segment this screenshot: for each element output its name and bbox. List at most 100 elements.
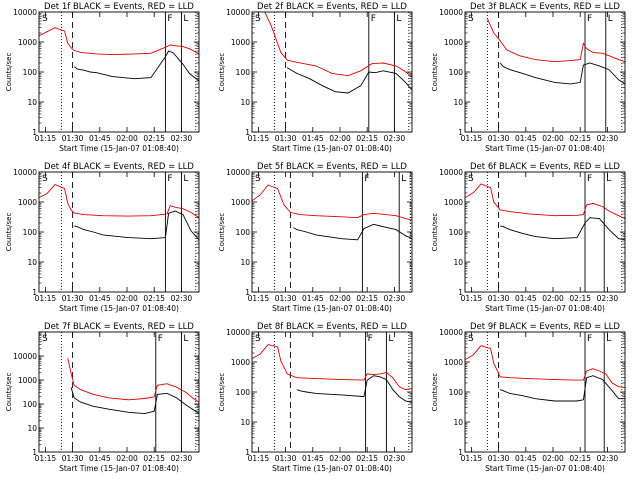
y-tick-label: 1000 [18,198,37,207]
x-axis-label: Start Time (15-Jan-07 01:08:40) [59,464,179,473]
y-axis-label: Counts/sec [431,53,439,92]
x-tick-label: 01:45 [89,134,111,143]
plot-frame [464,331,626,453]
y-tick-label: 10 [27,258,37,267]
y-tick-label: 10000 [439,8,463,17]
y-axis-label: Counts/sec [431,373,439,412]
y-tick-label: 1000 [444,38,463,47]
y-axis-label: Counts/sec [431,213,439,252]
x-tick-label: 02:00 [329,294,351,303]
x-tick-label: 02:30 [384,134,406,143]
y-tick-label: 10000 [439,168,463,177]
y-tick-label: 10000 [226,328,250,337]
plot-title: Det 1f BLACK = Events, RED = LLD [44,2,194,12]
segment-label-f: F [158,334,163,344]
plot-frame [251,11,413,133]
x-tick-label: 02:15 [356,454,378,463]
y-tick-label: 10000 [13,168,37,177]
x-tick-label: 01:15 [461,454,483,463]
lld-series-line [264,12,412,77]
y-tick-label: 100 [449,388,464,397]
y-tick-label: 1000 [18,38,37,47]
segment-label-f: F [368,334,373,344]
y-tick-label: 1000 [444,198,463,207]
x-tick-label: 02:30 [597,134,619,143]
x-tick-label: 02:30 [384,454,406,463]
y-axis-label: Counts/sec [5,213,13,252]
lld-series-line [39,184,199,219]
x-tick-label: 02:00 [116,294,138,303]
y-tick-label: 10000 [439,328,463,337]
plot-title: Det 5f BLACK = Events, RED = LLD [257,162,407,172]
x-tick-label: 02:30 [171,134,193,143]
x-axis-label: Start Time (15-Jan-07 01:08:40) [272,464,392,473]
events-series-line [286,67,412,94]
x-tick-label: 02:00 [329,454,351,463]
segment-label-l: L [606,334,611,344]
plot-frame [251,171,413,293]
plot-title: Det 2f BLACK = Events, RED = LLD [257,2,407,12]
x-tick-label: 02:00 [542,294,564,303]
y-axis-label: Counts/sec [5,373,13,412]
y-tick-label: 100 [23,228,38,237]
lld-series-line [486,18,625,63]
segment-label-f: F [371,14,376,24]
x-tick-label: 01:15 [35,294,57,303]
x-tick-label: 01:15 [461,134,483,143]
plot-frame [38,171,200,293]
x-tick-label: 01:30 [488,134,510,143]
x-tick-label: 02:00 [116,454,138,463]
y-tick-label: 10 [240,418,250,427]
plot-title: Det 6f BLACK = Events, RED = LLD [470,162,620,172]
x-tick-label: 01:15 [35,134,57,143]
segment-label-l: L [401,174,406,184]
x-tick-label: 02:15 [569,294,591,303]
plot-frame [38,331,200,453]
events-series-line [73,50,199,82]
events-series-line [499,62,625,85]
segment-label-s: S [42,14,48,24]
x-tick-label: 01:45 [515,454,537,463]
events-series-line [70,387,199,415]
lld-series-line [465,183,625,220]
y-tick-label: 100 [236,68,251,77]
events-series-line [293,223,412,241]
plot-frame [251,331,413,453]
x-tick-label: 02:15 [569,454,591,463]
y-tick-label: 10 [240,258,250,267]
y-tick-label: 10000 [226,8,250,17]
y-tick-label: 10 [27,424,37,433]
segment-label-s: S [255,14,261,24]
segment-label-s: S [468,174,474,184]
segment-label-f: F [167,14,172,24]
plot-frame [464,171,626,293]
segment-label-f: F [364,174,369,184]
plot-title: Det 9f BLACK = Events, RED = LLD [470,322,620,332]
segment-label-l: L [183,14,188,24]
x-tick-label: 01:30 [275,134,297,143]
segment-label-l: L [183,174,188,184]
x-axis-label: Start Time (15-Jan-07 01:08:40) [485,144,605,153]
lld-series-line [252,344,412,391]
x-tick-label: 01:45 [515,294,537,303]
x-tick-label: 02:00 [542,454,564,463]
segment-label-l: L [608,14,613,24]
x-tick-label: 02:15 [356,134,378,143]
x-tick-label: 01:15 [35,454,57,463]
detector-plot-3: Det 3f BLACK = Events, RED = LLD 1 10 100 10… [431,2,626,153]
plot-frame [464,11,626,133]
x-tick-label: 01:30 [488,294,510,303]
y-tick-label: 1 [32,128,37,137]
y-axis-label: Counts/sec [218,213,226,252]
y-tick-label: 100 [236,388,251,397]
y-axis-label: Counts/sec [218,53,226,92]
x-tick-label: 02:30 [171,454,193,463]
y-tick-label: 1 [458,288,463,297]
y-tick-label: 1 [245,128,250,137]
segment-label-f: F [587,334,592,344]
y-tick-label: 10000 [226,168,250,177]
x-tick-label: 02:00 [329,134,351,143]
segment-label-l: L [388,334,393,344]
segment-label-f: F [167,174,172,184]
